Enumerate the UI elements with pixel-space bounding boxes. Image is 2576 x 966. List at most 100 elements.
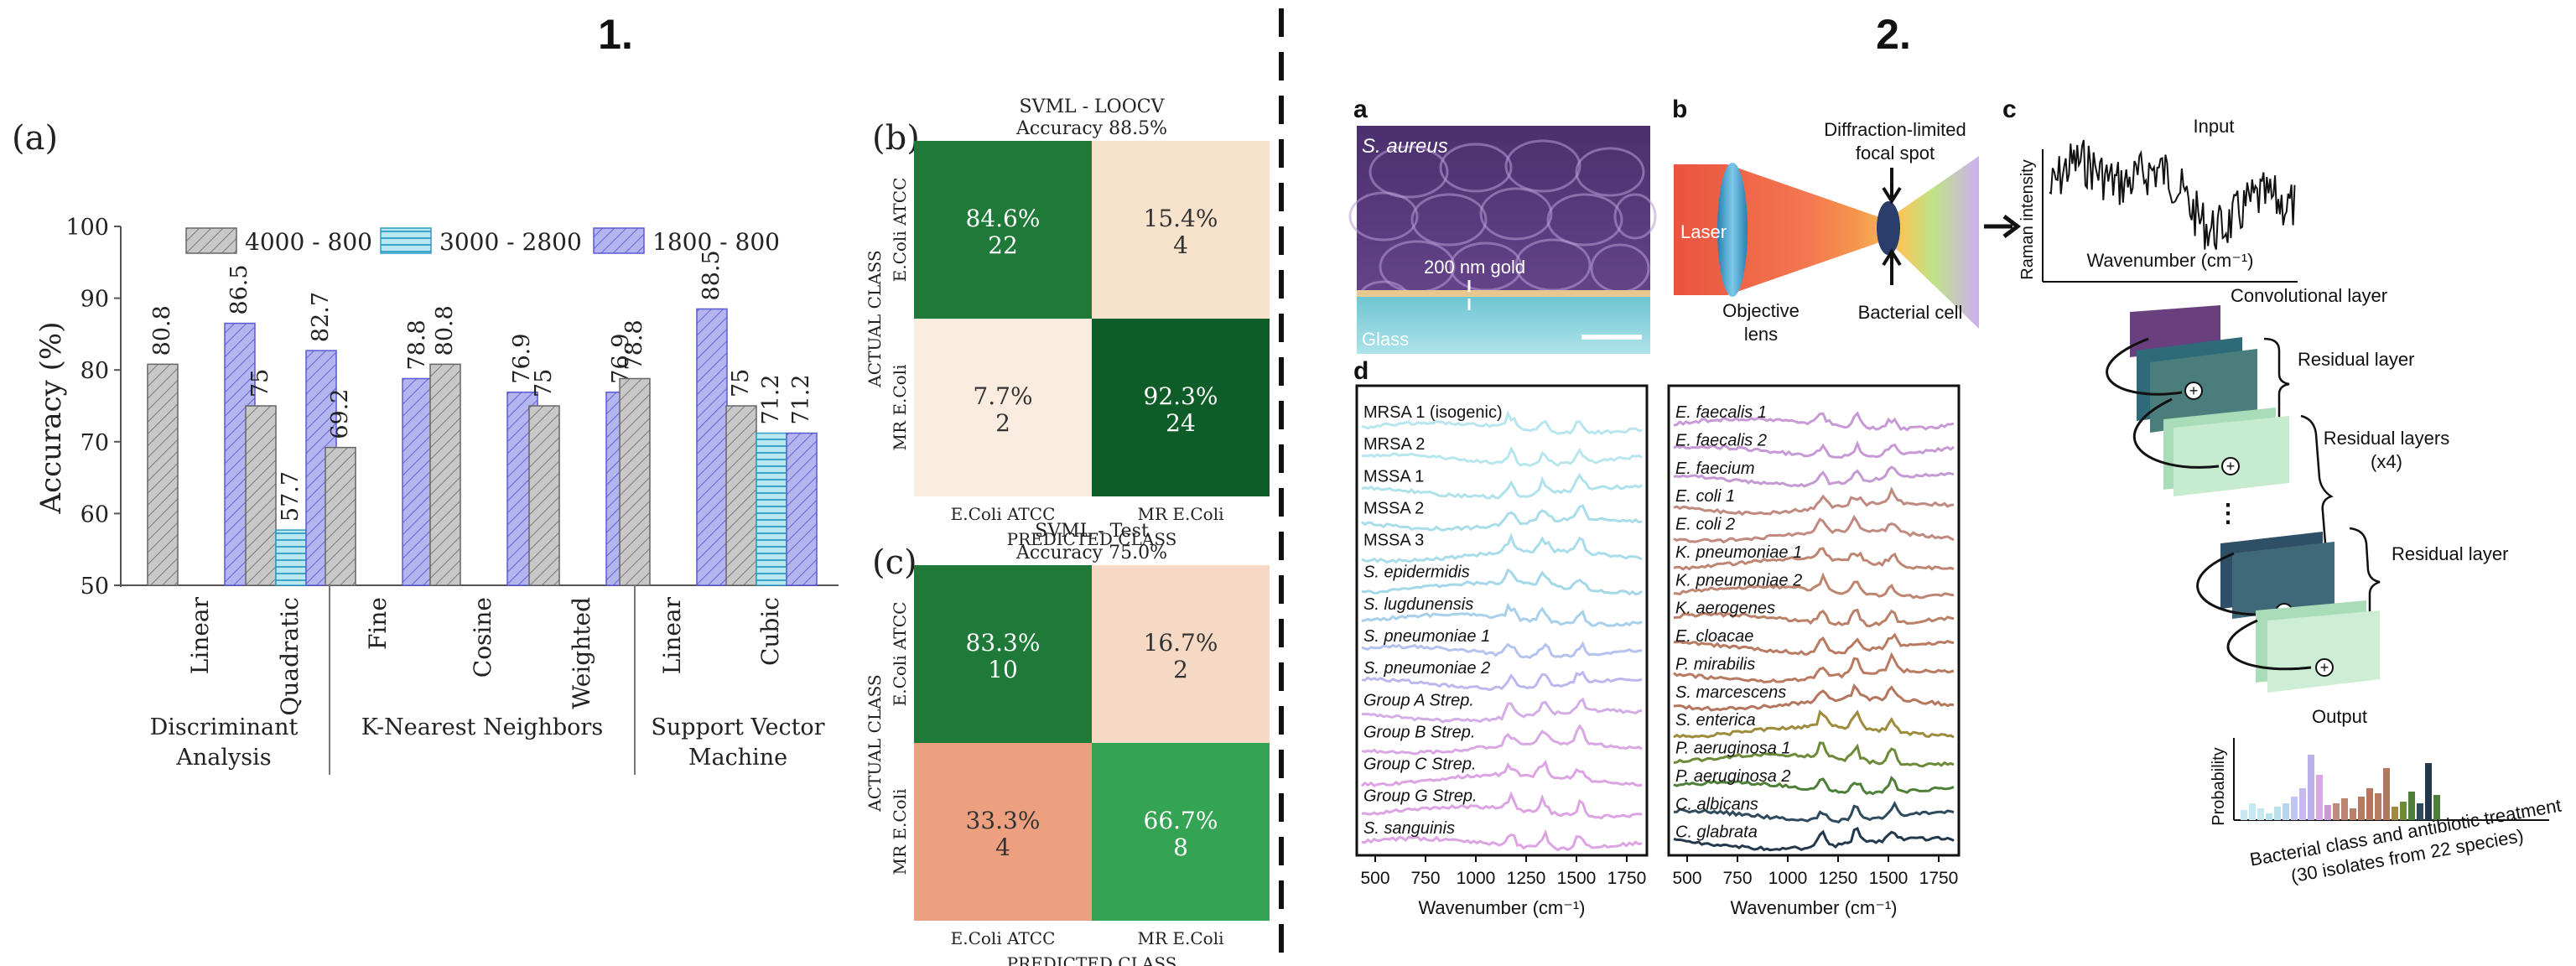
- bar: [696, 308, 728, 586]
- spectra-right: E. faecalis 1 E. faecalis 2 E. faecium E. c…: [1673, 403, 1955, 852]
- bar: [402, 377, 434, 586]
- skip-1: [2106, 337, 2183, 396]
- group-label-svm-2: Machine: [688, 745, 787, 771]
- cm-title: SVML - LOOCV: [1020, 96, 1166, 117]
- panel-number-2: 2.: [1876, 11, 1911, 58]
- cm-cell-pct: 92.3%: [1144, 382, 1218, 410]
- y-tick-label: 50: [80, 574, 109, 600]
- spectrum-line: [1673, 741, 1955, 768]
- panel-2d: d MRSA 1 (isogenic) MRSA 2 MSSA 1 MSSA 2 MSS…: [1353, 357, 1961, 918]
- spectrum-species-label: K. pneumoniae 1: [1675, 543, 1802, 562]
- spectra-x-tick-label: 1750: [1607, 869, 1647, 888]
- cm-actual-class: E.Coli ATCC: [890, 178, 910, 283]
- spectra-x-tick-label: 1500: [1557, 869, 1597, 888]
- objective-label-1: Objective: [1722, 300, 1800, 321]
- ellipsis-dots: ⋮: [2215, 500, 2241, 527]
- spectrum-line: [1673, 775, 1955, 796]
- spectrum-line: [1673, 608, 1955, 628]
- input-x-label: Wavenumber (cm⁻¹): [2086, 250, 2253, 271]
- spectrum-line: [1361, 532, 1643, 564]
- spectrum-species-label: Group C Strep.: [1363, 756, 1477, 774]
- y-ticks: 50 60 70 80 90 100: [65, 215, 121, 600]
- spectrum-species-label: P. mirabilis: [1675, 655, 1755, 673]
- focal-label-2: focal spot: [1856, 143, 1935, 164]
- gold-label: 200 nm gold: [1424, 257, 1525, 278]
- bar-value-label: 80.8: [432, 305, 458, 356]
- fig2-a-label: a: [1353, 96, 1368, 123]
- cm-cell-count: 8: [1173, 834, 1188, 861]
- spectrum-line: [1673, 800, 1955, 823]
- cm-actual-class: E.Coli ATCC: [890, 602, 910, 707]
- spectrum-species-label: S. sanguinis: [1363, 819, 1455, 838]
- spectra-right-xlabel: Wavenumber (cm⁻¹): [1730, 897, 1897, 918]
- spectrum-species-label: K. aerogenes: [1675, 600, 1775, 618]
- objective-lens: [1717, 163, 1748, 297]
- spectra-right-frame: [1667, 384, 1961, 857]
- cm-ylabel: ACTUAL CLASS: [865, 250, 885, 388]
- legend-label: 1800 - 800: [652, 228, 780, 256]
- legend-swatch: [593, 227, 645, 254]
- skip-4: [2226, 619, 2312, 671]
- panel-2b: b Laser Diffraction-limited focal spot O…: [1672, 96, 2022, 345]
- conv-layer-label: Convolutional layer: [2231, 285, 2387, 306]
- spectra-left-xlabel: Wavenumber (cm⁻¹): [1418, 897, 1585, 918]
- cm-xlabel: PREDICTED CLASS: [1007, 953, 1177, 966]
- y-tick-label: 80: [80, 358, 109, 384]
- y-tick-label: 100: [65, 215, 109, 241]
- spectrum-line: [1361, 568, 1643, 596]
- spectrum-species-label: P. aeruginosa 2: [1675, 767, 1791, 786]
- spectrum-species-label: MRSA 2: [1363, 435, 1425, 454]
- bar-value-label: 76.9: [509, 334, 535, 384]
- spectra-x-tick-label: 1000: [1457, 869, 1496, 888]
- spectrum-species-label: S. pneumoniae 2: [1363, 659, 1490, 678]
- res-layer-1-label: Residual layer: [2298, 349, 2414, 370]
- spectra-x-tick-label: 500: [1672, 869, 1701, 888]
- spectrum-species-label: K. pneumoniae 2: [1675, 571, 1802, 589]
- spectrum-line: [1673, 652, 1955, 684]
- input-spectrum: [2049, 139, 2296, 250]
- panel-number-1: 1.: [598, 11, 633, 58]
- spectrum-line: [1361, 409, 1643, 435]
- cm-panel-label: (b): [872, 119, 920, 158]
- spectrum-species-label: E. faecalis 2: [1675, 431, 1767, 449]
- b-to-c-arrow: [1984, 215, 2022, 238]
- spectrum-species-label: S. marcescens: [1675, 683, 1786, 702]
- bar-value-label: 86.5: [226, 264, 252, 314]
- spectra-x-tick-label: 500: [1360, 869, 1389, 888]
- cell-label: Bacterial cell: [1858, 302, 1963, 323]
- cm-cell: [914, 141, 1092, 319]
- cm-cell: [1092, 743, 1270, 921]
- bar: [725, 405, 757, 586]
- spectrum-species-label: S. epidermidis: [1363, 564, 1470, 582]
- bar: [528, 405, 560, 586]
- spectra-left: MRSA 1 (isogenic) MRSA 2 MSSA 1 MSSA 2 MSSA …: [1361, 403, 1643, 852]
- spectrum-species-label: E. faecium: [1675, 460, 1754, 478]
- skip-2: [2132, 397, 2220, 469]
- cm-cell-pct: 66.7%: [1144, 807, 1218, 834]
- spectrum-line: [1361, 759, 1643, 787]
- spectrum-line: [1673, 709, 1955, 739]
- skip-3: [2196, 552, 2275, 616]
- x-tick-label: Weighted: [568, 597, 595, 709]
- spectrum-line: [1361, 670, 1643, 692]
- glass-layer: [1357, 297, 1650, 354]
- laser-label: Laser: [1680, 221, 1727, 242]
- res-layer-2-b: [2174, 416, 2289, 496]
- cm-cell-count: 22: [988, 231, 1018, 259]
- spectrum-line: [1361, 602, 1643, 627]
- cm-subtitle: Accuracy 75.0%: [1015, 543, 1167, 564]
- spectrum-species-label: S. pneumoniae 1: [1363, 627, 1490, 646]
- glass-label: Glass: [1362, 329, 1409, 350]
- panel-2a: a S. aureus 200 nm gold Glass: [1348, 96, 1657, 354]
- spectrum-line: [1673, 683, 1955, 712]
- cm-cell-count: 4: [1173, 231, 1188, 259]
- probability-axis-label: Probability: [2210, 747, 2228, 825]
- spectra-x-tick-label: 1000: [1768, 869, 1808, 888]
- y-axis-label: Accuracy (%): [34, 322, 68, 515]
- cm-actual-class: MR E.Coli: [890, 365, 910, 451]
- input-label: Input: [2194, 116, 2235, 137]
- cm-cell-pct: 16.7%: [1144, 629, 1218, 657]
